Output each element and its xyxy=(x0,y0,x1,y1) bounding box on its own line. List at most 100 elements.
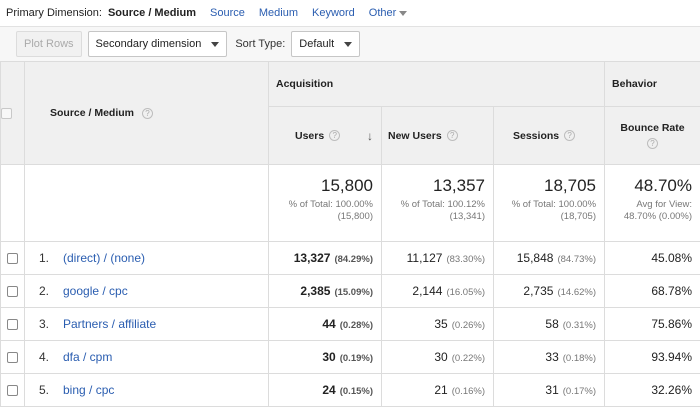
table-row: 2. google / cpc 2,385 (15.09%) 2,144 (16.05… xyxy=(0,274,700,308)
sessions-cell: 2,735 (14.62%) xyxy=(492,274,606,308)
totals-sessions: 18,705 % of Total: 100.00% (18,705) xyxy=(492,164,606,242)
sessions-percent: (0.18%) xyxy=(562,353,597,364)
users-value: 30 xyxy=(322,350,336,364)
dimension-keyword[interactable]: Keyword xyxy=(311,7,355,19)
chevron-down-icon xyxy=(344,41,353,47)
totals-bounce-rate: 48.70% Avg for View: 48.70% (0.00%) xyxy=(604,164,700,242)
new-users-cell: 30 (0.22%) xyxy=(381,340,494,374)
row-index: 3. xyxy=(39,317,50,331)
plot-rows-button[interactable]: Plot Rows xyxy=(16,31,82,57)
dimension-source-medium[interactable]: Source / Medium xyxy=(107,7,196,19)
new-users-value: 21 xyxy=(434,383,448,397)
users-percent: (0.28%) xyxy=(339,320,373,331)
sessions-value: 15,848 xyxy=(516,251,554,265)
users-cell: 30 (0.19%) xyxy=(268,340,382,374)
sort-type-select[interactable]: Default xyxy=(291,31,361,57)
secondary-dimension-select[interactable]: Secondary dimension xyxy=(87,31,228,57)
help-icon[interactable]: ? xyxy=(647,138,659,150)
totals-users: 15,800 % of Total: 100.00% (15,800) xyxy=(268,164,382,242)
help-icon[interactable]: ? xyxy=(446,130,458,141)
bounce-rate-value: 32.26% xyxy=(651,383,693,397)
select-all-checkbox[interactable] xyxy=(1,107,12,119)
total-value: 48.70% xyxy=(634,176,693,195)
sessions-cell: 15,848 (84.73%) xyxy=(492,241,606,275)
bounce-rate-column-header[interactable]: Bounce Rate ? xyxy=(604,106,700,165)
row-checkbox[interactable] xyxy=(7,385,18,397)
new-users-column-label: New Users xyxy=(388,129,442,142)
dimension-medium[interactable]: Medium xyxy=(258,7,298,19)
sessions-value: 33 xyxy=(545,350,559,364)
total-value: 18,705 xyxy=(544,176,597,195)
sessions-cell: 33 (0.18%) xyxy=(492,340,606,374)
row-checkbox[interactable] xyxy=(7,253,18,265)
help-icon[interactable]: ? xyxy=(329,130,341,141)
dimension-other-dropdown[interactable]: Other xyxy=(369,7,408,19)
row-index: 4. xyxy=(39,350,50,364)
chevron-down-icon xyxy=(211,41,220,47)
bounce-rate-cell: 45.08% xyxy=(604,241,700,275)
source-medium-cell: 4. dfa / cpm xyxy=(24,340,269,374)
source-medium-cell: 2. google / cpc xyxy=(24,274,269,308)
new-users-value: 35 xyxy=(434,317,448,331)
row-checkbox[interactable] xyxy=(7,352,18,364)
source-medium-link[interactable]: (direct) / (none) xyxy=(63,251,146,265)
total-value: 15,800 xyxy=(321,176,373,195)
dimension-source[interactable]: Source xyxy=(210,7,245,19)
report-table: Source / Medium ? Acquisition Behavior U… xyxy=(0,61,700,407)
table-row: 5. bing / cpc 24 (0.15%) 21 (0.16%) 31 (0.17… xyxy=(0,373,700,407)
row-checkbox-cell xyxy=(0,373,25,407)
new-users-cell: 21 (0.16%) xyxy=(381,373,494,407)
totals-checkbox-cell xyxy=(0,164,25,242)
total-count: (13,341) xyxy=(449,211,485,222)
help-icon[interactable]: ? xyxy=(141,107,153,119)
acquisition-group-header: Acquisition xyxy=(267,61,606,107)
new-users-column-header[interactable]: New Users ? xyxy=(381,106,494,165)
row-checkbox[interactable] xyxy=(7,319,18,331)
total-avg-label: Avg for View: xyxy=(636,199,693,210)
bounce-rate-cell: 32.26% xyxy=(604,373,700,407)
total-count: (15,800) xyxy=(337,211,373,222)
primary-dimension-label: Primary Dimension: xyxy=(6,7,102,19)
users-percent: (15.09%) xyxy=(334,287,373,298)
table-row: 3. Partners / affiliate 44 (0.28%) 35 (0.26… xyxy=(0,307,700,341)
sort-type-value: Default xyxy=(299,38,335,50)
sessions-value: 31 xyxy=(545,383,559,397)
users-value: 24 xyxy=(322,383,336,397)
new-users-percent: (0.22%) xyxy=(451,353,485,364)
new-users-value: 2,144 xyxy=(412,284,443,298)
total-percent: % of Total: 100.00% xyxy=(288,199,373,210)
bounce-rate-column-label: Bounce Rate xyxy=(620,121,685,134)
total-avg-value: 48.70% (0.00%) xyxy=(623,211,693,222)
users-value: 13,327 xyxy=(293,251,331,265)
bounce-rate-value: 93.94% xyxy=(651,350,693,364)
dimension-column-header[interactable]: Source / Medium ? xyxy=(24,61,269,165)
new-users-percent: (0.26%) xyxy=(451,320,485,331)
row-index: 2. xyxy=(39,284,50,298)
users-cell: 44 (0.28%) xyxy=(268,307,382,341)
sessions-percent: (14.62%) xyxy=(557,287,597,298)
new-users-percent: (16.05%) xyxy=(446,287,485,298)
source-medium-link[interactable]: dfa / cpm xyxy=(63,350,113,364)
source-medium-cell: 5. bing / cpc xyxy=(24,373,269,407)
total-percent: % of Total: 100.00% xyxy=(511,199,597,210)
sessions-column-header[interactable]: Sessions ? xyxy=(492,106,606,165)
dimension-other-label: Other xyxy=(368,7,397,19)
bounce-rate-cell: 68.78% xyxy=(604,274,700,308)
dimension-column-label: Source / Medium xyxy=(50,107,135,119)
select-all-cell xyxy=(0,61,25,165)
totals-label-cell xyxy=(24,164,269,242)
help-icon[interactable]: ? xyxy=(564,130,576,141)
sessions-value: 58 xyxy=(545,317,559,331)
secondary-dimension-label: Secondary dimension xyxy=(95,38,202,50)
bounce-rate-value: 75.86% xyxy=(651,317,693,331)
row-checkbox[interactable] xyxy=(7,286,18,298)
source-medium-link[interactable]: Partners / affiliate xyxy=(63,317,157,331)
source-medium-link[interactable]: bing / cpc xyxy=(63,383,115,397)
source-medium-link[interactable]: google / cpc xyxy=(63,284,128,298)
users-cell: 2,385 (15.09%) xyxy=(268,274,382,308)
new-users-cell: 35 (0.26%) xyxy=(381,307,494,341)
sessions-column-label: Sessions xyxy=(513,129,560,142)
row-checkbox-cell xyxy=(0,307,25,341)
new-users-percent: (83.30%) xyxy=(446,254,485,265)
users-column-header[interactable]: Users ? ↓ xyxy=(268,106,382,165)
